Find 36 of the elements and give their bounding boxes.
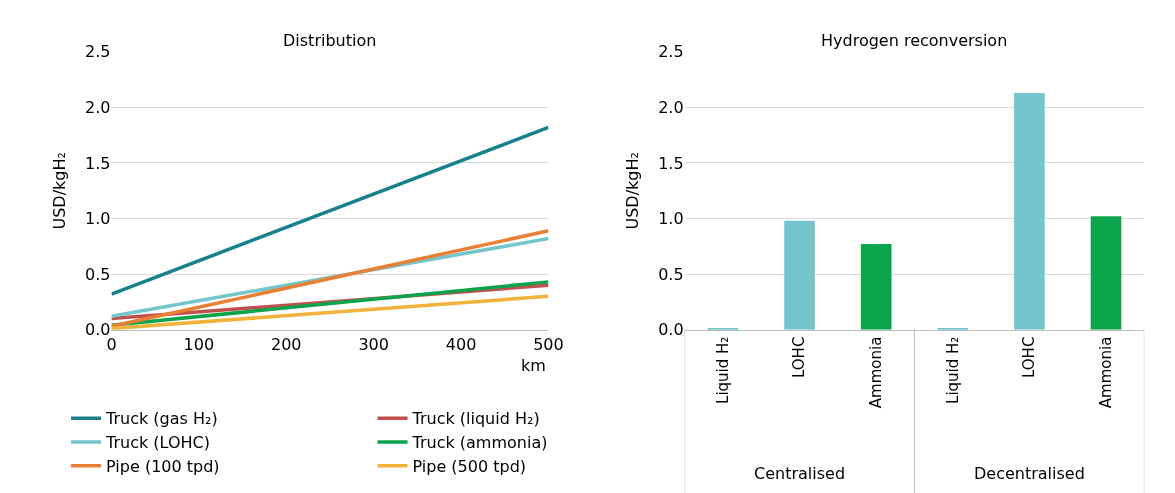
y-tick-label: 2.0 (658, 98, 684, 118)
legend-label: Pipe (500 tpd) (412, 457, 527, 477)
x-tick-label: Liquid H₂ (713, 336, 732, 404)
y-tick-label: 1.0 (658, 209, 684, 229)
x-tick-label: LOHC (1020, 336, 1039, 379)
chart-title: Distribution (283, 31, 377, 50)
y-axis-title: USD/kgH₂ (623, 152, 643, 230)
legend-label: Truck (gas H₂) (105, 409, 218, 429)
x-tick-label: 200 (270, 334, 302, 354)
y-tick-label: 2.5 (658, 42, 684, 62)
x-tick-label: 500 (533, 334, 564, 354)
y-tick-label: 0.0 (658, 320, 684, 340)
y-tick-label: 0.5 (658, 264, 684, 284)
legend-label: Pipe (100 tpd) (106, 457, 220, 477)
x-tick-label: 400 (445, 334, 477, 354)
x-tick-label: 300 (358, 334, 389, 354)
x-tick-label: Ammonia (1096, 336, 1115, 409)
legend-label: Truck (LOHC) (105, 433, 210, 453)
y-tick-label: 2.5 (85, 42, 111, 62)
x-tick-label: Liquid H₂ (943, 336, 962, 404)
y-tick-label: 1.5 (85, 153, 111, 173)
text: Decentralised (974, 464, 1085, 483)
chart-title: Hydrogen reconversion (821, 31, 1008, 50)
y-tick-label: 1.0 (85, 209, 111, 229)
y-axis-title: USD/kgH₂ (49, 152, 69, 230)
legend-label: Truck (liquid H₂) (411, 409, 540, 429)
text: Centralised (754, 464, 846, 483)
y-tick-label: 0.5 (85, 264, 111, 284)
x-axis-title: km (521, 356, 546, 375)
x-tick-label: 100 (183, 334, 215, 354)
x-tick-label: Ammonia (867, 336, 886, 409)
x-tick-label: 0 (106, 334, 117, 354)
legend-label: Truck (ammonia) (411, 433, 548, 453)
x-tick-label: LOHC (790, 336, 809, 379)
y-tick-label: 1.5 (658, 153, 684, 173)
y-tick-label: 2.0 (85, 98, 111, 118)
